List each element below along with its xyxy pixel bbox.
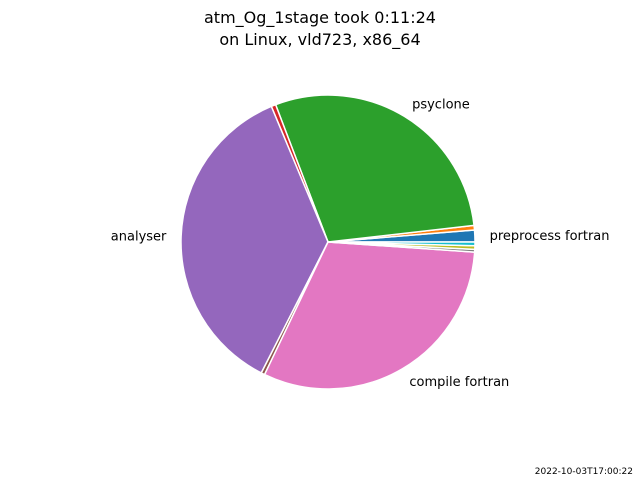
slice-label-4: analyser (111, 229, 167, 244)
slice-label-6: compile fortran (409, 375, 509, 390)
pie-slice-9 (327, 241, 476, 247)
pie-slices (180, 94, 476, 390)
pie-slice-6 (263, 241, 476, 390)
pie-slice-4 (180, 105, 329, 374)
chart-subtitle: on Linux, vld723, x86_64 (219, 30, 420, 50)
pie-slice-2 (274, 94, 475, 243)
slice-label-0: preprocess fortran (490, 229, 610, 244)
chart-title: atm_Og_1stage took 0:11:24 (204, 8, 436, 28)
slice-labels: preprocess fortran psyclone analyser compil… (111, 97, 610, 390)
timestamp: 2022-10-03T17:00:22 (535, 467, 633, 477)
slice-label-2: psyclone (412, 97, 470, 112)
